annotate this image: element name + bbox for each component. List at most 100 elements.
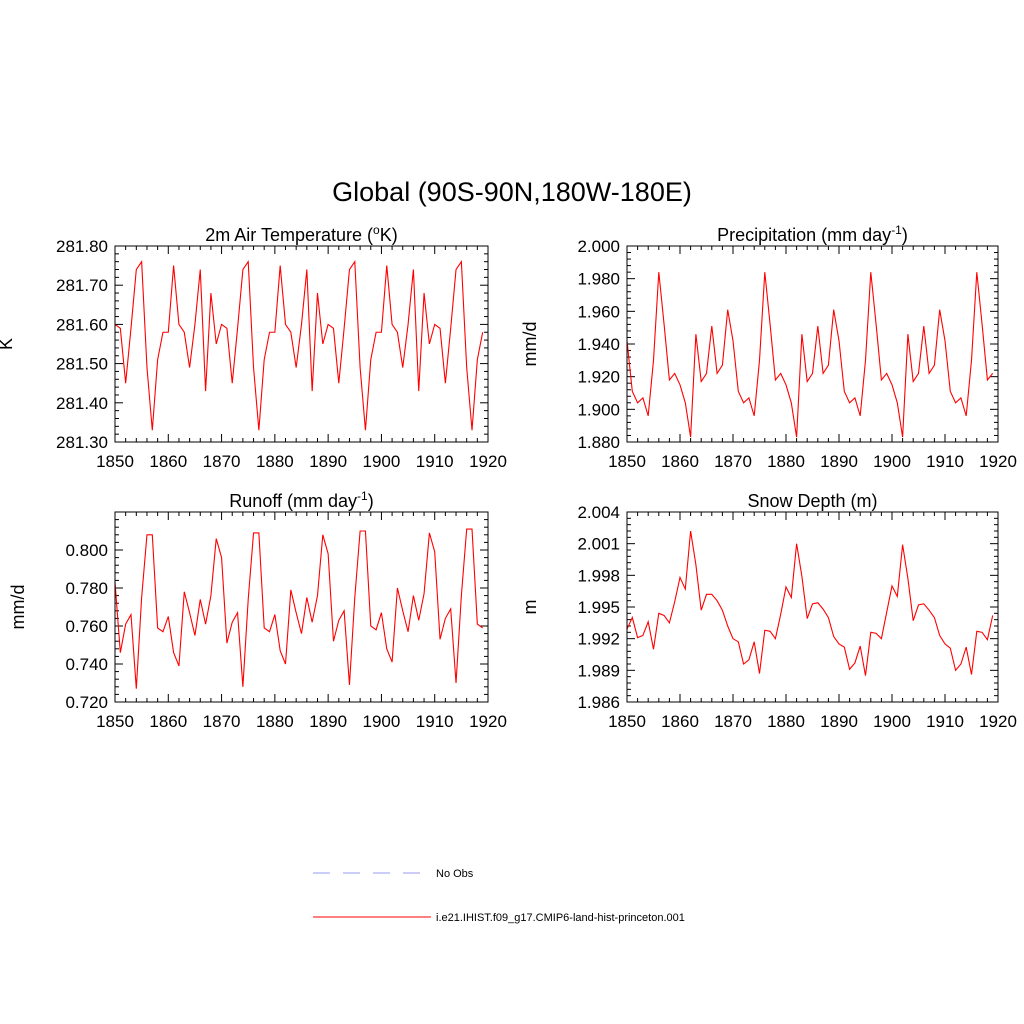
y-tick-label-1: 281.60: [56, 315, 108, 334]
x-tick-label-2: 1900: [873, 452, 911, 471]
y-axis-label-2: mm/d: [520, 322, 540, 367]
panel-title-text-2: Precipitation (mm day: [717, 225, 891, 245]
x-tick-label-1: 1910: [416, 452, 454, 471]
y-axis-2: 1.880 1.900 1.920 1.940 1.960 1.980 2.000: [577, 237, 998, 452]
x-tick-label-3: 1860: [149, 712, 187, 731]
x-tick-label-2: 1850: [608, 452, 646, 471]
chart-panel-3: Runoff (mm day-1) mm/d 1850 1860 1870 1880 189…: [8, 489, 507, 731]
figure-title: Global (90S-90N,180W-180E): [332, 177, 692, 207]
series-line-3: [114, 528, 483, 689]
x-tick-label-4: 1850: [608, 712, 646, 731]
x-tick-label-1: 1850: [96, 452, 134, 471]
y-tick-label-2: 1.940: [577, 335, 620, 354]
x-axis-3: 1850 1860 1870 1880 1890 1900 1910 1920: [96, 512, 507, 731]
panel-title-text-1: 2m Air Temperature (: [205, 225, 373, 245]
x-axis-4: 1850 1860 1870 1880 1890 1900 1910 1920: [608, 512, 1017, 731]
y-axis-4: 1.986 1.989 1.992 1.995 1.998 2.001 2.004: [577, 503, 998, 712]
y-tick-label-1: 281.40: [56, 394, 108, 413]
y-tick-label-2: 1.900: [577, 400, 620, 419]
y-tick-label-3: 0.780: [65, 579, 108, 598]
y-axis-label-3: mm/d: [8, 585, 28, 630]
panel-title-sup-1: o: [373, 223, 380, 237]
y-axis-1: 281.30 281.40 281.50 281.60 281.70 281.80: [56, 237, 488, 452]
chart-panel-2: Precipitation (mm day-1) mm/d 1850 1860 1870…: [520, 223, 1017, 471]
x-tick-label-2: 1910: [926, 452, 964, 471]
panel-title-suffix-1: K): [380, 225, 398, 245]
x-tick-label-1: 1870: [203, 452, 241, 471]
x-axis-1: 1850 1860 1870 1880 1890 1900 1910 1920: [96, 246, 507, 471]
y-axis-label-1: K: [0, 338, 16, 350]
y-tick-label-4: 1.998: [577, 566, 620, 585]
x-tick-label-4: 1910: [926, 712, 964, 731]
chart-panel-1: 2m Air Temperature (oK) K 1850 1860 1870 1880…: [0, 223, 507, 471]
y-tick-label-3: 0.800: [65, 541, 108, 560]
series-line-2: [626, 272, 994, 438]
x-tick-label-1: 1860: [149, 452, 187, 471]
y-tick-label-3: 0.720: [65, 693, 108, 712]
plot-frame-3: [114, 511, 489, 703]
x-tick-label-4: 1880: [767, 712, 805, 731]
x-tick-label-4: 1920: [979, 712, 1017, 731]
x-axis-2: 1850 1860 1870 1880 1890 1900 1910 1920: [608, 246, 1017, 471]
y-tick-label-4: 2.001: [577, 535, 620, 554]
x-tick-label-3: 1890: [309, 712, 347, 731]
x-tick-label-4: 1870: [714, 712, 752, 731]
panel-title-2: Precipitation (mm day-1): [717, 223, 908, 245]
x-tick-label-3: 1920: [469, 712, 507, 731]
panel-title-sup-2: -1: [891, 223, 902, 237]
x-tick-label-3: 1910: [416, 712, 454, 731]
panel-title-text-4: Snow Depth (m): [747, 491, 877, 511]
x-tick-label-2: 1880: [767, 452, 805, 471]
x-tick-label-2: 1870: [714, 452, 752, 471]
legend-label-model-run: i.e21.IHIST.f09_g17.CMIP6-land-hist-prin…: [436, 912, 685, 924]
y-tick-label-4: 1.989: [577, 661, 620, 680]
plot-frame-2: [626, 245, 999, 443]
x-tick-label-3: 1870: [203, 712, 241, 731]
legend: No Obs i.e21.IHIST.f09_g17.CMIP6-land-hi…: [313, 868, 685, 924]
x-tick-label-1: 1900: [363, 452, 401, 471]
y-tick-label-3: 0.740: [65, 655, 108, 674]
y-tick-label-2: 1.960: [577, 302, 620, 321]
panel-title-1: 2m Air Temperature (oK): [205, 223, 397, 245]
y-tick-label-4: 1.986: [577, 693, 620, 712]
series-line-4: [626, 530, 994, 676]
y-tick-label-4: 2.004: [577, 503, 620, 522]
x-tick-label-3: 1850: [96, 712, 134, 731]
legend-label-no-obs: No Obs: [436, 868, 474, 880]
y-tick-label-3: 0.760: [65, 617, 108, 636]
series-line-1: [114, 260, 484, 431]
y-tick-label-2: 1.980: [577, 270, 620, 289]
y-tick-label-1: 281.50: [56, 355, 108, 374]
plot-frame-1: [114, 245, 489, 443]
x-tick-label-3: 1880: [256, 712, 294, 731]
plot-frame-4: [626, 511, 999, 703]
y-tick-label-1: 281.30: [56, 433, 108, 452]
panel-title-3: Runoff (mm day-1): [229, 489, 373, 511]
x-tick-label-2: 1860: [661, 452, 699, 471]
y-tick-label-2: 1.920: [577, 368, 620, 387]
y-axis-3: 0.720 0.740 0.760 0.780 0.800: [65, 511, 488, 712]
y-axis-label-4: m: [520, 600, 540, 615]
x-tick-label-4: 1860: [661, 712, 699, 731]
panel-title-suffix-3: ): [368, 491, 374, 511]
y-tick-label-1: 281.70: [56, 276, 108, 295]
y-tick-label-4: 1.995: [577, 598, 620, 617]
x-tick-label-4: 1900: [873, 712, 911, 731]
y-tick-label-2: 2.000: [577, 237, 620, 256]
panel-title-text-3: Runoff (mm day: [229, 491, 357, 511]
x-tick-label-1: 1890: [309, 452, 347, 471]
x-tick-label-2: 1920: [979, 452, 1017, 471]
x-tick-label-1: 1880: [256, 452, 294, 471]
chart-panels: 2m Air Temperature (oK) K 1850 1860 1870 1880…: [0, 223, 1017, 731]
panel-title-4: Snow Depth (m): [747, 491, 877, 511]
panel-title-sup-3: -1: [357, 489, 368, 503]
y-tick-label-1: 281.80: [56, 237, 108, 256]
x-tick-label-4: 1890: [820, 712, 858, 731]
x-tick-label-2: 1890: [820, 452, 858, 471]
x-tick-label-3: 1900: [363, 712, 401, 731]
y-tick-label-2: 1.880: [577, 433, 620, 452]
panel-title-suffix-2: ): [902, 225, 908, 245]
y-tick-label-4: 1.992: [577, 630, 620, 649]
